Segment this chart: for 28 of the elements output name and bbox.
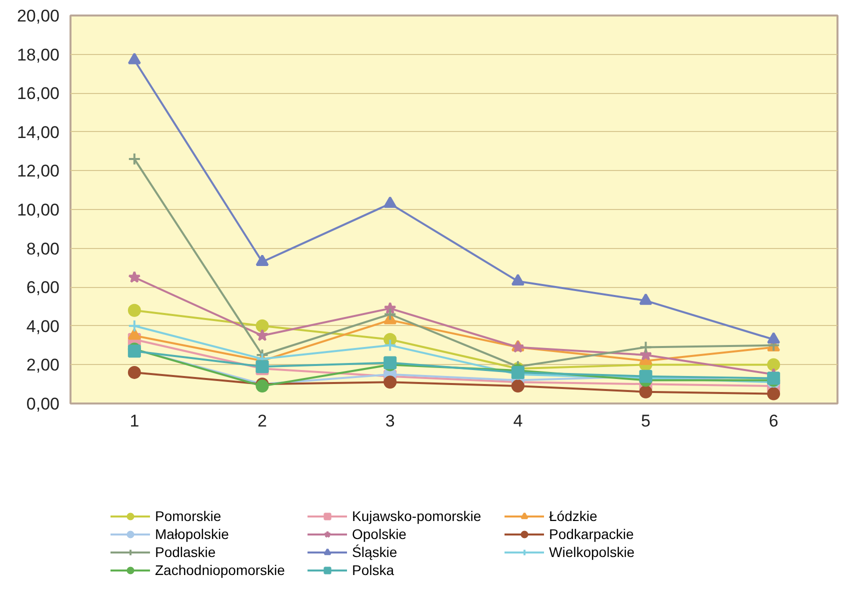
y-tick-label: 6,00 — [26, 278, 60, 298]
legend-label: Zachodniopomorskie — [155, 562, 286, 578]
legend-label: Podlaskie — [155, 544, 217, 560]
x-tick-label: 1 — [130, 412, 140, 430]
y-tick-label: 12,00 — [16, 162, 60, 181]
x-tick-label: 3 — [385, 412, 395, 430]
x-tick-label: 4 — [513, 412, 523, 430]
x-tick-label: 6 — [768, 412, 778, 430]
legend-label: Polska — [352, 562, 396, 578]
legend-label: Śląskie — [352, 544, 398, 560]
legend-label: Kujawsko-pomorskie — [352, 508, 482, 524]
legend-label: Podkarpackie — [549, 526, 635, 542]
x-tick-label: 5 — [641, 412, 650, 430]
legend-label: Małopolskie — [155, 526, 230, 542]
legend-label: Opolskie — [352, 526, 408, 542]
y-tick-label: 0,00 — [26, 394, 60, 414]
legend-label: Pomorskie — [155, 508, 222, 524]
y-tick-label: 4,00 — [26, 316, 60, 336]
y-tick-label: 10,00 — [16, 200, 60, 220]
legend-label: Wielkopolskie — [549, 544, 636, 560]
y-tick-label: 8,00 — [26, 239, 60, 258]
y-tick-label: 20,00 — [16, 6, 60, 26]
x-tick-label: 2 — [258, 412, 267, 430]
legend-label: Łódzkie — [549, 508, 598, 524]
y-tick-label: 2,00 — [26, 356, 60, 375]
y-tick-label: 18,00 — [16, 45, 60, 64]
y-tick-label: 16,00 — [16, 84, 60, 104]
y-tick-label: 14,00 — [16, 122, 60, 142]
